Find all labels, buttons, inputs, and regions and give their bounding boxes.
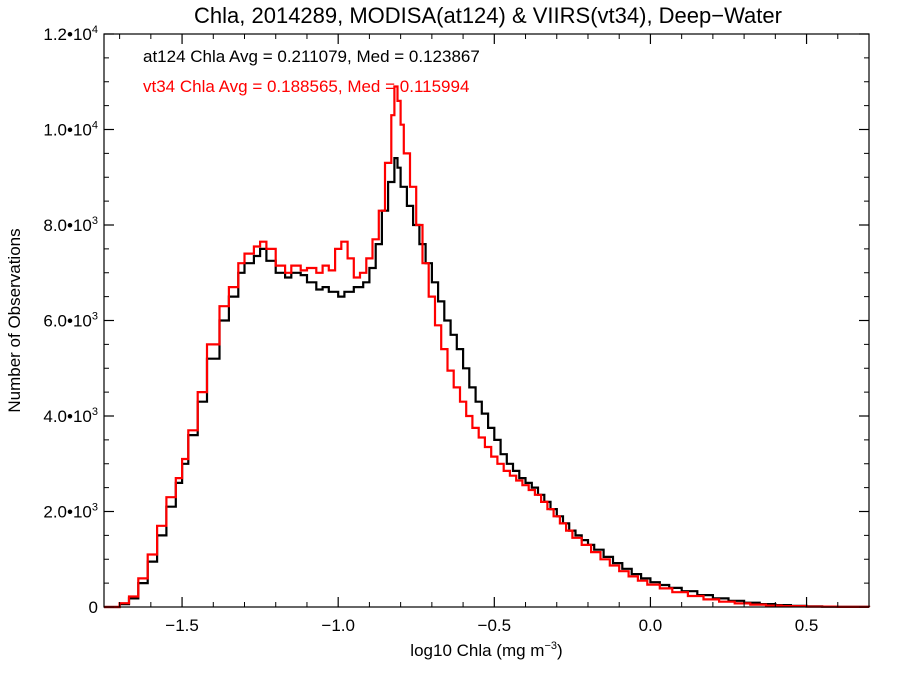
stats-annotation-0: at124 Chla Avg = 0.211079, Med = 0.12386… bbox=[143, 47, 480, 66]
y-tick-label-base: 4.0•10 bbox=[43, 407, 92, 426]
x-tick-label: −1.5 bbox=[165, 616, 199, 635]
y-tick-label-base: 1.0•10 bbox=[43, 121, 92, 140]
x-tick-label: 0.0 bbox=[639, 616, 663, 635]
series-line-1 bbox=[104, 85, 871, 609]
x-axis-label-tail: ) bbox=[557, 641, 563, 660]
y-tick-label-base: 2.0•10 bbox=[43, 503, 92, 522]
x-axis-label-sup: −3 bbox=[544, 640, 557, 652]
x-tick-label: 0.5 bbox=[795, 616, 819, 635]
y-tick-label-base: 8.0•10 bbox=[43, 216, 92, 235]
x-tick-label: −1.0 bbox=[321, 616, 355, 635]
y-tick-label-exp: 3 bbox=[92, 311, 98, 323]
stats-annotation-1: vt34 Chla Avg = 0.188565, Med = 0.115994 bbox=[143, 77, 469, 96]
y-tick-label: 4.0•103 bbox=[43, 406, 98, 426]
y-tick-label-exp: 4 bbox=[92, 120, 98, 132]
ticks-layer: −1.5 −1.0 −0.5 0.0 0.502.0•1034.0•1036.0•103… bbox=[43, 24, 870, 635]
y-tick-label: 1.2•104 bbox=[43, 24, 98, 44]
y-tick-label: 0 bbox=[89, 598, 98, 617]
y-tick-label-exp: 4 bbox=[92, 24, 98, 36]
y-tick-label-base: 6.0•10 bbox=[43, 312, 92, 331]
y-tick-label-exp: 3 bbox=[92, 215, 98, 227]
y-tick-label: 2.0•103 bbox=[43, 502, 98, 522]
y-tick-label-exp: 3 bbox=[92, 406, 98, 418]
y-tick-label-base: 1.2•10 bbox=[43, 25, 92, 44]
x-tick-label: −0.5 bbox=[478, 616, 512, 635]
x-axis-label: log10 Chla (mg m−3) bbox=[410, 640, 562, 660]
annotations-layer: at124 Chla Avg = 0.211079, Med = 0.12386… bbox=[143, 47, 480, 96]
x-axis-label-main: log10 Chla (mg m bbox=[410, 641, 544, 660]
y-tick-label: 1.0•104 bbox=[43, 120, 98, 140]
y-tick-label: 8.0•103 bbox=[43, 215, 98, 235]
y-tick-label: 6.0•103 bbox=[43, 311, 98, 331]
y-tick-label-base: 0 bbox=[89, 598, 98, 617]
chart-title: Chla, 2014289, MODISA(at124) & VIIRS(vt3… bbox=[194, 3, 782, 28]
series-layer bbox=[104, 85, 871, 609]
y-axis-label: Number of Observations bbox=[5, 228, 24, 412]
y-tick-label-exp: 3 bbox=[92, 502, 98, 514]
series-line-0 bbox=[104, 157, 871, 609]
